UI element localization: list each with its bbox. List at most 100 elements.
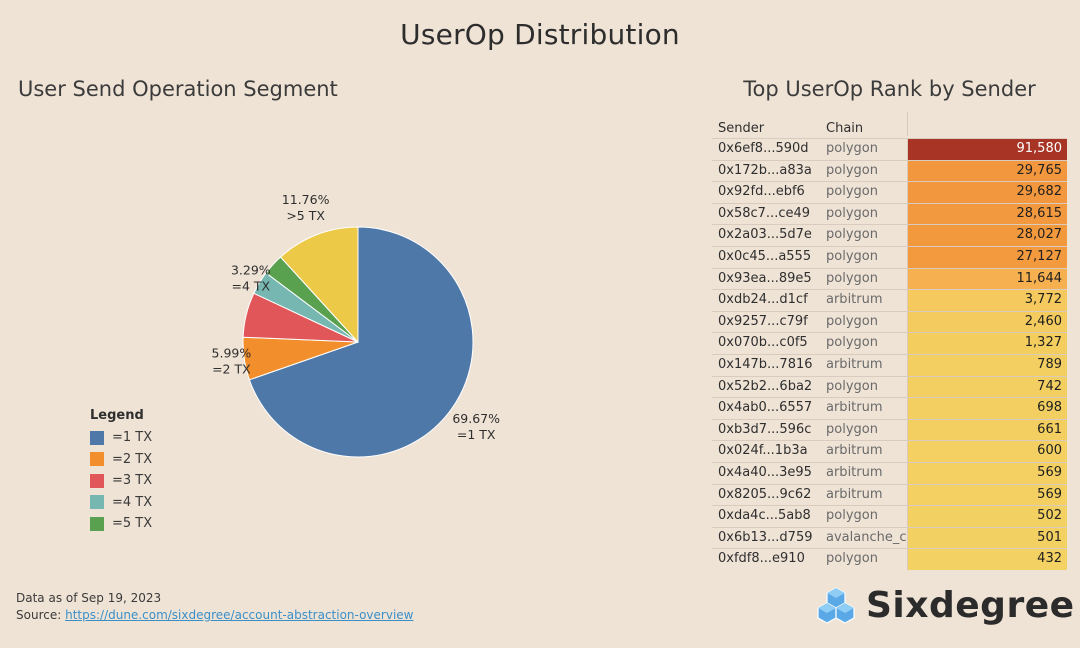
cell-chain: polygon: [820, 549, 907, 570]
table-row[interactable]: 0x93ea...89e5 polygon 11,644: [712, 267, 1067, 290]
cell-chain: polygon: [820, 160, 907, 182]
pie-chart-title: User Send Operation Segment: [18, 77, 338, 101]
cell-sender: 0x6ef8...590d: [712, 139, 820, 160]
legend-swatch-2tx: [90, 452, 104, 467]
table-row[interactable]: 0x8205...9c62 arbitrum 569: [712, 483, 1067, 506]
cube-cluster-icon: [817, 586, 855, 624]
cell-userop-count: 28,027: [907, 225, 1067, 246]
legend-label: =5 TX: [112, 516, 153, 532]
cell-chain: polygon: [820, 268, 907, 290]
cell-userop-count: 698: [907, 398, 1067, 419]
legend-swatch-1tx: [90, 430, 104, 445]
cell-userop-count: 569: [907, 462, 1067, 484]
legend-item-5tx[interactable]: =5 TX: [90, 513, 152, 535]
cell-sender: 0x58c7...ce49: [712, 203, 820, 225]
table-row[interactable]: 0x6b13...d759 avalanche_c 501: [712, 526, 1067, 549]
legend-item-4tx[interactable]: =4 TX: [90, 492, 152, 514]
pie-label-pct: 69.67%: [452, 411, 500, 426]
pie-chart: 69.67%=1 TX 5.99%=2 TX 3.29%=4 TX 11.76%>5 …: [212, 192, 500, 458]
table-row[interactable]: 0xfdf8...e910 polygon 432: [712, 548, 1067, 570]
cell-sender: 0x2a03...5d7e: [712, 225, 820, 246]
cell-userop-count: 661: [907, 419, 1067, 441]
legend-swatch-5tx: [90, 516, 104, 531]
cell-userop-count: 502: [907, 506, 1067, 527]
cell-sender: 0x147b...7816: [712, 354, 820, 376]
table-row[interactable]: 0x6ef8...590d polygon 91,580: [712, 138, 1067, 160]
pie-label-pct: 3.29%: [231, 263, 271, 278]
cell-chain: polygon: [820, 182, 907, 203]
cell-sender: 0xb3d7...596c: [712, 419, 820, 441]
cell-chain: arbitrum: [820, 290, 907, 311]
cell-chain: polygon: [820, 506, 907, 527]
brand-name: Sixdegree: [866, 585, 1075, 626]
pie-label-category: =4 TX: [232, 279, 271, 294]
data-date-line: Data as of Sep 19, 2023: [16, 590, 413, 607]
cell-sender: 0xfdf8...e910: [712, 549, 820, 570]
table-row[interactable]: 0x147b...7816 arbitrum 789: [712, 353, 1067, 376]
cell-chain: arbitrum: [820, 354, 907, 376]
cell-userop-count: 3,772: [907, 290, 1067, 311]
table-row[interactable]: 0xdb24...d1cf arbitrum 3,772: [712, 289, 1067, 311]
pie-label-category: =1 TX: [457, 427, 496, 442]
legend: Legend =1 TX =2 TX =3 TX =4 TX =5 TX: [90, 408, 152, 535]
page-title: UserOp Distribution: [400, 18, 680, 51]
cell-userop-count: 29,765: [907, 160, 1067, 182]
cell-chain: polygon: [820, 376, 907, 398]
cell-sender: 0x93ea...89e5: [712, 268, 820, 290]
table-row[interactable]: 0x92fd...ebf6 polygon 29,682: [712, 181, 1067, 203]
cell-sender: 0x9257...c79f: [712, 311, 820, 333]
cell-chain: arbitrum: [820, 484, 907, 506]
pie-slice-1tx[interactable]: [248, 226, 474, 458]
table-row[interactable]: 0xb3d7...596c polygon 661: [712, 418, 1067, 441]
cell-userop-count: 600: [907, 441, 1067, 462]
table-row[interactable]: 0x52b2...6ba2 polygon 742: [712, 375, 1067, 398]
cell-userop-count: 29,682: [907, 182, 1067, 203]
legend-label: =2 TX: [112, 451, 153, 467]
source-line: Source: https://dune.com/sixdegree/accou…: [16, 607, 413, 624]
cell-userop-count: 432: [907, 549, 1067, 570]
source-link[interactable]: https://dune.com/sixdegree/account-abstr…: [65, 608, 414, 622]
table-row[interactable]: 0x2a03...5d7e polygon 28,027: [712, 224, 1067, 246]
table-row[interactable]: 0x58c7...ce49 polygon 28,615: [712, 202, 1067, 225]
cell-userop-count: 569: [907, 484, 1067, 506]
table-row[interactable]: 0x4ab0...6557 arbitrum 698: [712, 397, 1067, 419]
rank-table-title: Top UserOp Rank by Sender: [743, 77, 1036, 101]
table-row[interactable]: 0x070b...c0f5 polygon 1,327: [712, 332, 1067, 354]
header-sender: Sender: [718, 121, 765, 136]
header-value: [907, 112, 1067, 136]
source-label: Source:: [16, 608, 62, 622]
cell-chain: polygon: [820, 246, 907, 268]
table-row[interactable]: 0x172b...a83a polygon 29,765: [712, 159, 1067, 182]
cell-userop-count: 789: [907, 354, 1067, 376]
cell-sender: 0x172b...a83a: [712, 160, 820, 182]
legend-item-2tx[interactable]: =2 TX: [90, 449, 152, 471]
legend-swatch-4tx: [90, 495, 104, 510]
cell-userop-count: 742: [907, 376, 1067, 398]
cell-chain: avalanche_c: [820, 527, 907, 549]
table-row[interactable]: 0x0c45...a555 polygon 27,127: [712, 245, 1067, 268]
table-row[interactable]: 0x024f...1b3a arbitrum 600: [712, 440, 1067, 462]
table-row[interactable]: 0x9257...c79f polygon 2,460: [712, 310, 1067, 333]
legend-item-3tx[interactable]: =3 TX: [90, 470, 152, 492]
legend-label: =1 TX: [112, 430, 153, 446]
cell-sender: 0x4a40...3e95: [712, 462, 820, 484]
rank-table: Sender Chain 0x6ef8...590d polygon 91,580 0…: [712, 112, 1067, 570]
cell-chain: arbitrum: [820, 441, 907, 462]
cell-sender: 0x0c45...a555: [712, 246, 820, 268]
legend-title: Legend: [90, 408, 144, 423]
cell-userop-count: 11,644: [907, 268, 1067, 290]
cell-chain: polygon: [820, 203, 907, 225]
pie-label-pct: 5.99%: [212, 346, 252, 361]
cell-sender: 0xda4c...5ab8: [712, 506, 820, 527]
cell-userop-count: 27,127: [907, 246, 1067, 268]
pie-slice-gt5tx[interactable]: [279, 226, 359, 344]
data-as-of-date: Sep 19, 2023: [81, 591, 162, 605]
cell-sender: 0x52b2...6ba2: [712, 376, 820, 398]
cell-chain: arbitrum: [820, 398, 907, 419]
cell-sender: 0x024f...1b3a: [712, 441, 820, 462]
cell-chain: polygon: [820, 311, 907, 333]
table-row[interactable]: 0x4a40...3e95 arbitrum 569: [712, 461, 1067, 484]
legend-item-1tx[interactable]: =1 TX: [90, 427, 152, 449]
cell-chain: polygon: [820, 139, 907, 160]
table-row[interactable]: 0xda4c...5ab8 polygon 502: [712, 505, 1067, 527]
